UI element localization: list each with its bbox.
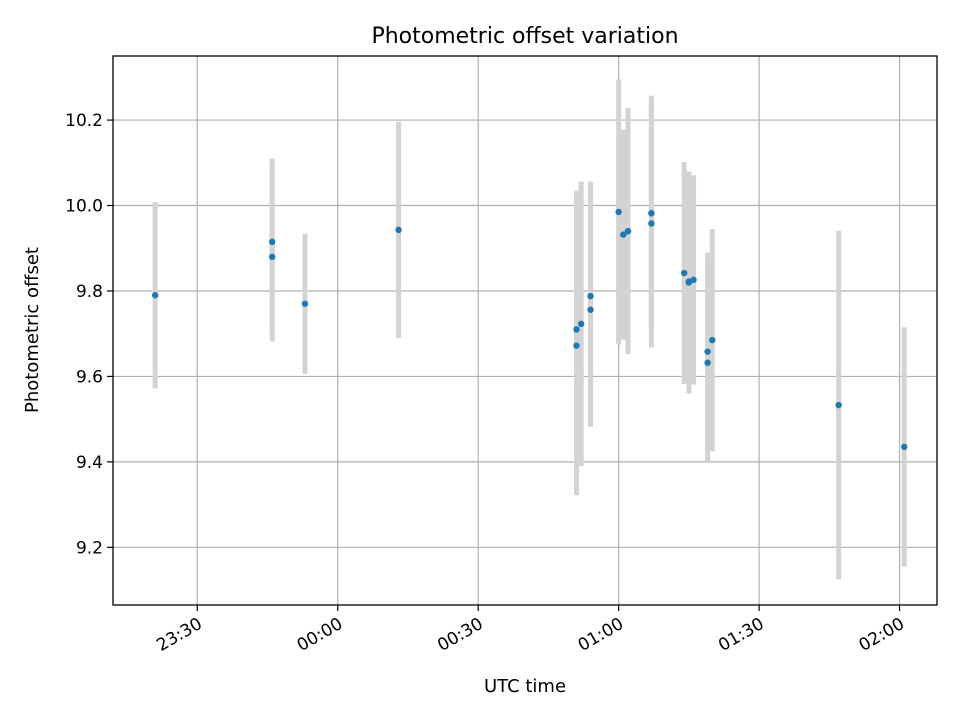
x-axis-label: UTC time (484, 676, 566, 697)
y-tick-label: 9.6 (76, 367, 103, 387)
y-tick-label: 9.2 (76, 538, 103, 558)
data-point (151, 292, 159, 299)
data-point (587, 292, 594, 300)
data-point (648, 210, 655, 217)
y-tick-label: 9.8 (76, 282, 103, 302)
data-point (704, 359, 711, 366)
data-point (624, 227, 632, 235)
data-point (690, 276, 697, 284)
data-point (573, 342, 580, 349)
data-point (395, 226, 402, 234)
data-point (301, 300, 309, 307)
chart-title: Photometric offset variation (371, 24, 678, 49)
y-tick-label: 10.2 (65, 111, 103, 131)
data-point (709, 336, 716, 344)
grid (113, 56, 937, 605)
data-point (901, 443, 908, 451)
data-point (268, 253, 276, 261)
y-tick-label: 9.4 (76, 453, 103, 473)
data-point (704, 348, 711, 355)
plot-area-frame (112, 55, 938, 606)
y-tick-label: 10.0 (65, 197, 103, 217)
data-point (620, 231, 627, 238)
data-point (615, 208, 622, 216)
data-point (268, 238, 276, 246)
data-point (573, 326, 580, 333)
data-point (680, 269, 688, 277)
y-axis: 9.2 9.4 9.6 9.8 10.0 10.2 (65, 111, 113, 558)
data-point (835, 401, 842, 409)
data-point (577, 320, 585, 328)
data-point (648, 220, 655, 227)
data-point (587, 306, 594, 313)
data-points (151, 208, 908, 451)
y-axis-label: Photometric offset (22, 247, 43, 413)
